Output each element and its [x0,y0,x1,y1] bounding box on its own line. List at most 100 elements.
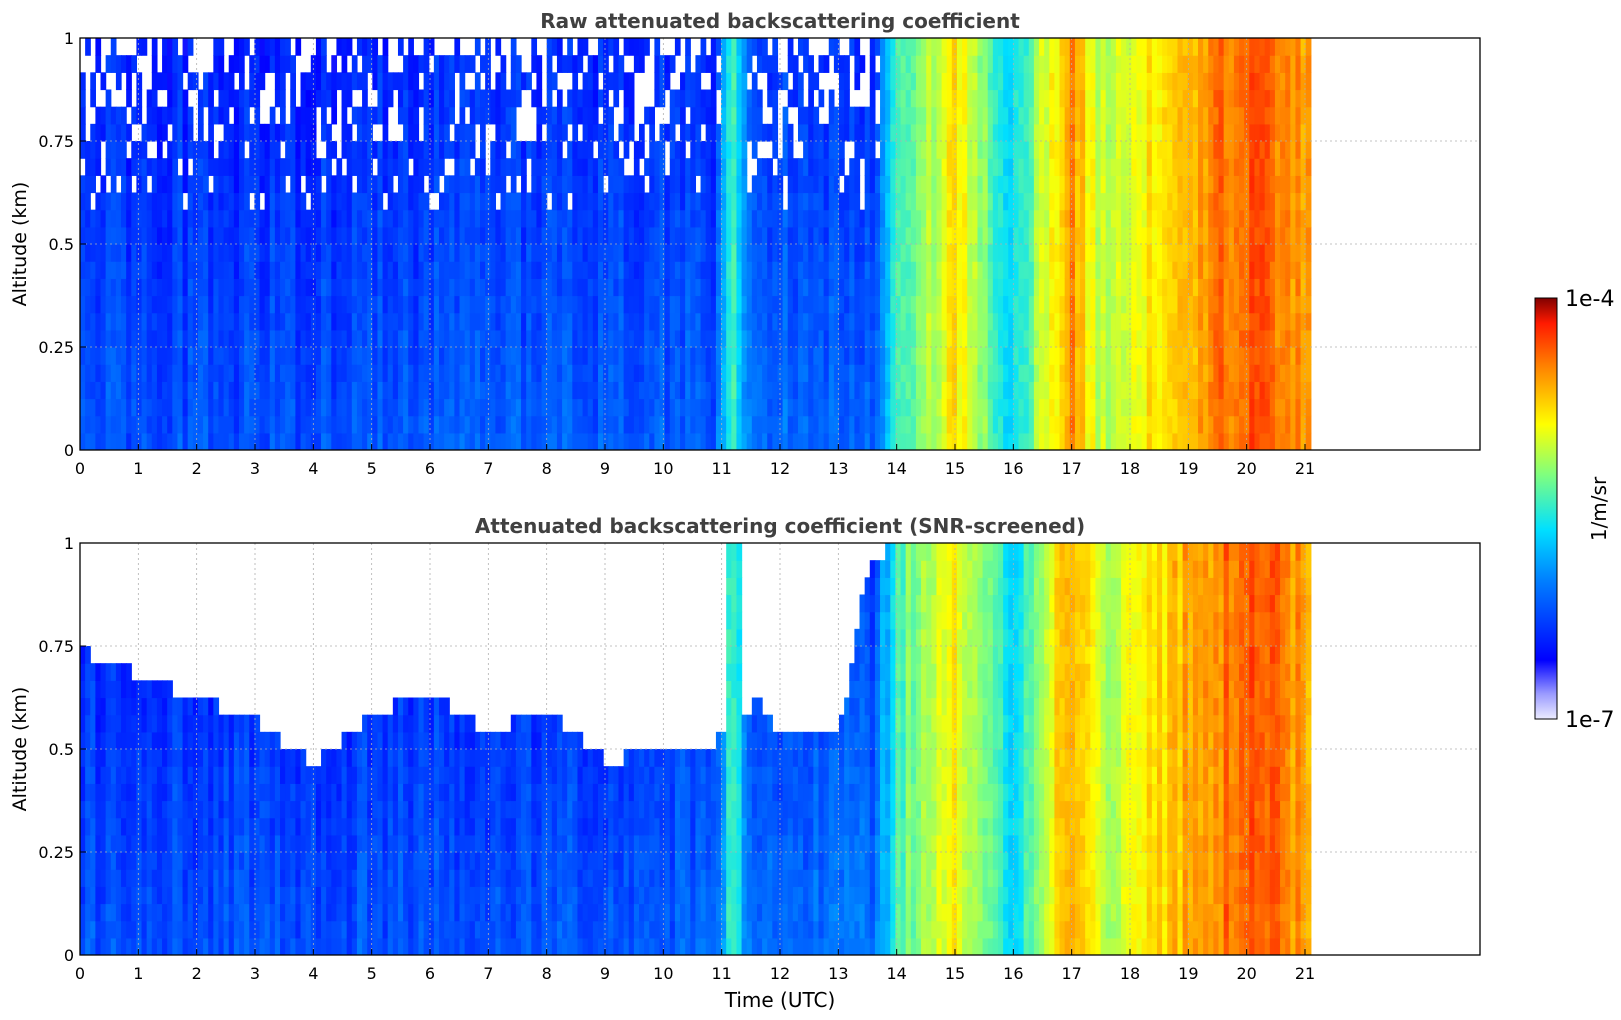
heatmap-cell [1018,329,1025,348]
heatmap-cell [290,106,296,125]
heatmap-cell [962,106,968,125]
heatmap-cell [644,415,650,434]
heatmap-cell [1039,158,1045,176]
heatmap-cell [823,398,830,417]
heatmap-cell [890,415,897,434]
heatmap-cell [1182,158,1189,176]
heatmap-cell [156,432,163,450]
heatmap-cell [351,192,358,211]
heatmap-cell [695,141,702,159]
heatmap-cell [705,415,712,434]
heatmap-cell [762,175,768,194]
heatmap-cell [95,106,102,125]
heatmap-cell [1203,89,1209,108]
heatmap-cell [315,295,322,314]
heatmap-cell [326,209,332,228]
heatmap-cell [274,89,281,108]
heatmap-cell [397,158,404,176]
heatmap-cell [680,278,686,297]
heatmap-cell [172,329,179,348]
heatmap-cell [839,158,845,176]
heatmap-cell [839,398,845,417]
heatmap-cell [213,364,220,382]
heatmap-cell [910,278,917,297]
heatmap-cell [731,55,738,73]
heatmap-cell [459,55,466,73]
heatmap-cell [1039,312,1045,331]
heatmap-cell [1013,226,1020,245]
heatmap-cell [269,244,276,262]
heatmap-cell [1146,175,1153,194]
heatmap-cell [115,432,122,450]
heatmap-cell [644,432,650,450]
heatmap-cell [1080,398,1086,417]
heatmap-cell [1023,158,1030,176]
heatmap-cell [603,209,609,228]
heatmap-cell [639,141,645,159]
heatmap-cell [849,192,855,211]
heatmap-cell [962,226,968,245]
heatmap-cell [905,158,912,176]
heatmap-cell [967,261,973,279]
heatmap-cell [403,55,409,73]
heatmap-cell [1085,244,1091,262]
heatmap-cell [1156,312,1163,331]
heatmap-cell [649,158,655,176]
heatmap-cell [326,415,332,434]
heatmap-cell [387,364,394,382]
heatmap-cell [341,432,348,450]
heatmap-cell [208,192,214,211]
heatmap-cell [367,415,373,434]
heatmap-cell [105,141,112,159]
heatmap-cell [992,329,999,348]
heatmap-cell [408,72,414,91]
heatmap-cell [1146,244,1153,262]
heatmap-cell [80,432,86,450]
heatmap-cell [556,89,563,108]
heatmap-cell [480,192,486,211]
heatmap-cell [874,347,881,365]
heatmap-cell [715,209,722,228]
heatmap-cell [572,261,579,279]
heatmap-cell [469,226,476,245]
heatmap-cell [1172,278,1179,297]
heatmap-cell [156,226,163,245]
heatmap-cell [1049,175,1056,194]
heatmap-cell [454,175,461,194]
heatmap-cell [259,175,266,194]
heatmap-cell [577,278,584,297]
heatmap-cell [536,158,543,176]
heatmap-cell [249,278,255,297]
heatmap-cell [167,381,173,400]
heatmap-cell [869,329,876,348]
heatmap-cell [228,209,235,228]
heatmap-cell [526,329,532,348]
heatmap-cell [428,312,435,331]
heatmap-cell [362,244,368,262]
heatmap-cell [1074,364,1081,382]
heatmap-cell [397,415,404,434]
heatmap-cell [1039,89,1045,108]
heatmap-cell [423,72,430,91]
heatmap-cell [982,106,989,125]
heatmap-cell [910,244,917,262]
heatmap-cell [269,398,276,417]
heatmap-cell [131,209,138,228]
heatmap-cell [1187,55,1194,73]
heatmap-cell [915,175,922,194]
heatmap-cell [536,347,543,365]
heatmap-cell [628,415,635,434]
heatmap-cell [967,89,973,108]
heatmap-cell [890,55,897,73]
heatmap-cell [741,312,748,331]
heatmap-cell [469,141,476,159]
heatmap-cell [977,312,984,331]
heatmap-cell [982,415,989,434]
heatmap-cell [403,364,409,382]
heatmap-cell [464,175,471,194]
heatmap-cell [715,123,722,142]
heatmap-cell [1192,72,1199,91]
heatmap-cell [880,415,886,434]
heatmap-cell [423,89,430,108]
heatmap-cell [100,364,107,382]
